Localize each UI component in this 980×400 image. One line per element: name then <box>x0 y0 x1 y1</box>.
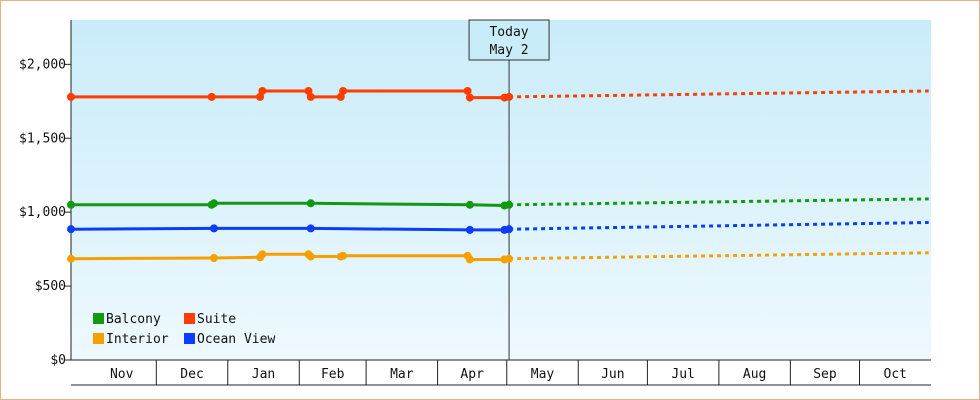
y-tick-label: $500 <box>35 279 66 294</box>
data-point-balcony <box>209 199 218 208</box>
legend-label: Interior <box>106 332 169 347</box>
x-month-label: Feb <box>321 367 345 382</box>
data-point-suite <box>306 92 315 101</box>
plot-area <box>71 20 931 360</box>
data-point-suite <box>505 92 514 101</box>
data-point-ocean-view <box>209 224 218 233</box>
series-forecast-balcony <box>509 197 929 207</box>
x-month-label: Dec <box>180 367 203 382</box>
data-point-suite <box>258 86 267 95</box>
data-point-balcony <box>465 200 474 209</box>
legend-swatch <box>93 313 104 324</box>
legend-swatch <box>184 333 195 344</box>
x-month-label: Apr <box>460 367 484 382</box>
data-point-interior <box>505 254 514 263</box>
series-forecast-suite <box>509 89 929 99</box>
x-month-label: Jun <box>601 367 624 382</box>
data-point-interior <box>306 252 315 261</box>
y-tick-label: $1,500 <box>19 131 66 146</box>
x-month-label: Jul <box>671 367 694 382</box>
x-month-label: May <box>531 367 555 382</box>
series-forecast-ocean-view <box>509 221 929 231</box>
series-forecast-interior <box>509 251 929 261</box>
data-point-interior <box>67 254 75 263</box>
x-month-label: Jan <box>252 367 275 382</box>
data-point-balcony <box>505 200 514 209</box>
x-month-label: Sep <box>813 367 837 382</box>
data-point-suite <box>463 86 472 95</box>
today-label-date: May 2 <box>489 43 528 58</box>
y-tick-label: $0 <box>50 353 66 368</box>
data-point-ocean-view <box>505 225 514 234</box>
data-point-suite <box>465 93 474 102</box>
legend-swatch <box>184 313 195 324</box>
series-line-ocean-view <box>70 226 510 232</box>
data-point-interior <box>258 250 267 259</box>
x-month-label: Oct <box>884 367 907 382</box>
data-point-interior <box>339 251 348 260</box>
y-tick-label: $2,000 <box>19 57 66 72</box>
legend-swatch <box>93 333 104 344</box>
legend-label: Suite <box>197 312 236 327</box>
data-point-ocean-view <box>67 225 75 234</box>
series-line-interior <box>70 252 510 261</box>
data-point-suite <box>207 92 216 101</box>
data-point-balcony <box>306 199 315 208</box>
data-point-interior <box>465 255 474 264</box>
today-label-title: Today <box>489 25 528 40</box>
today-label-box <box>468 19 550 61</box>
data-point-ocean-view <box>306 224 315 233</box>
legend-label: Balcony <box>106 312 161 327</box>
data-point-ocean-view <box>465 225 474 234</box>
x-month-label: Aug <box>743 367 766 382</box>
x-month-label: Mar <box>390 367 414 382</box>
x-month-label: Nov <box>110 367 134 382</box>
y-tick-label: $1,000 <box>19 205 66 220</box>
data-point-interior <box>209 254 218 262</box>
series-line-suite <box>71 89 510 100</box>
legend-label: Ocean View <box>197 332 275 347</box>
data-point-suite <box>67 92 75 101</box>
data-point-suite <box>339 86 348 95</box>
data-point-balcony <box>67 200 75 209</box>
